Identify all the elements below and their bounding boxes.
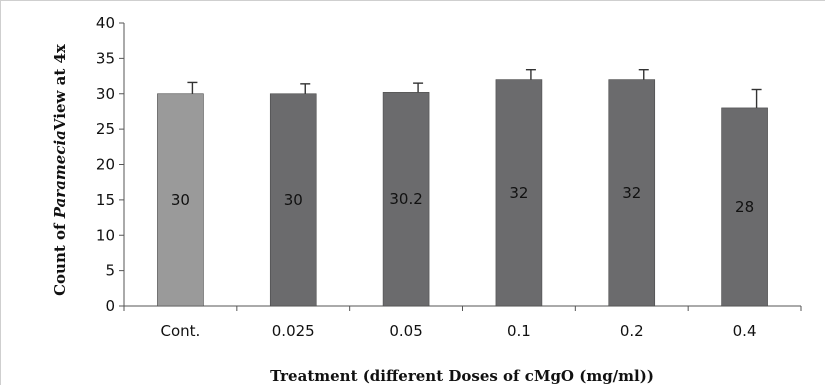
x-tick-label: 0.025	[272, 322, 315, 340]
bar-data-label: 30	[171, 191, 190, 209]
bar	[721, 107, 768, 307]
x-axis-title: Treatment (different Doses of cMgO (mg/m…	[270, 367, 654, 385]
bar	[495, 79, 543, 307]
bar	[608, 79, 656, 307]
x-tick-label: 0.4	[733, 322, 757, 340]
bar-data-label: 30.2	[389, 190, 422, 208]
y-tick-label: 40	[96, 14, 115, 32]
y-axis-title-part-3: View at 4x	[51, 43, 69, 131]
x-tick-label: 0.2	[620, 322, 644, 340]
bar-data-label: 32	[509, 184, 528, 202]
data-labels: 30 30 30.2 32 32 28	[171, 184, 754, 216]
bar	[157, 93, 204, 307]
bar-data-label: 30	[284, 191, 303, 209]
y-tick-label: 10	[96, 226, 115, 244]
y-tick-label: 15	[96, 191, 115, 209]
y-tick-label: 20	[96, 156, 115, 174]
x-tick-label: 0.1	[507, 322, 531, 340]
y-axis-title-part-2: Paramecia	[51, 130, 69, 219]
y-axis-title: Count of ParameciaView at 4x	[51, 43, 69, 296]
bars	[157, 79, 768, 307]
bar-data-label: 28	[735, 198, 754, 216]
x-ticks: Cont. 0.025 0.05 0.1 0.2 0.4	[123, 306, 802, 340]
y-ticks: 0 5 10 15 20 25 30 35 40	[96, 14, 124, 315]
bar-data-label: 32	[622, 184, 641, 202]
y-tick-label: 0	[105, 297, 115, 315]
error-bars	[187, 68, 762, 108]
bar	[269, 93, 317, 307]
x-tick-label: Cont.	[161, 322, 201, 340]
y-axis-title-part-1: Count of	[51, 218, 69, 296]
y-tick-label: 5	[105, 262, 115, 280]
bar	[382, 92, 430, 307]
x-tick-label: 0.05	[389, 322, 422, 340]
y-tick-label: 35	[96, 49, 115, 67]
y-tick-label: 30	[96, 85, 115, 103]
y-tick-label: 25	[96, 120, 115, 138]
axes	[123, 23, 801, 307]
